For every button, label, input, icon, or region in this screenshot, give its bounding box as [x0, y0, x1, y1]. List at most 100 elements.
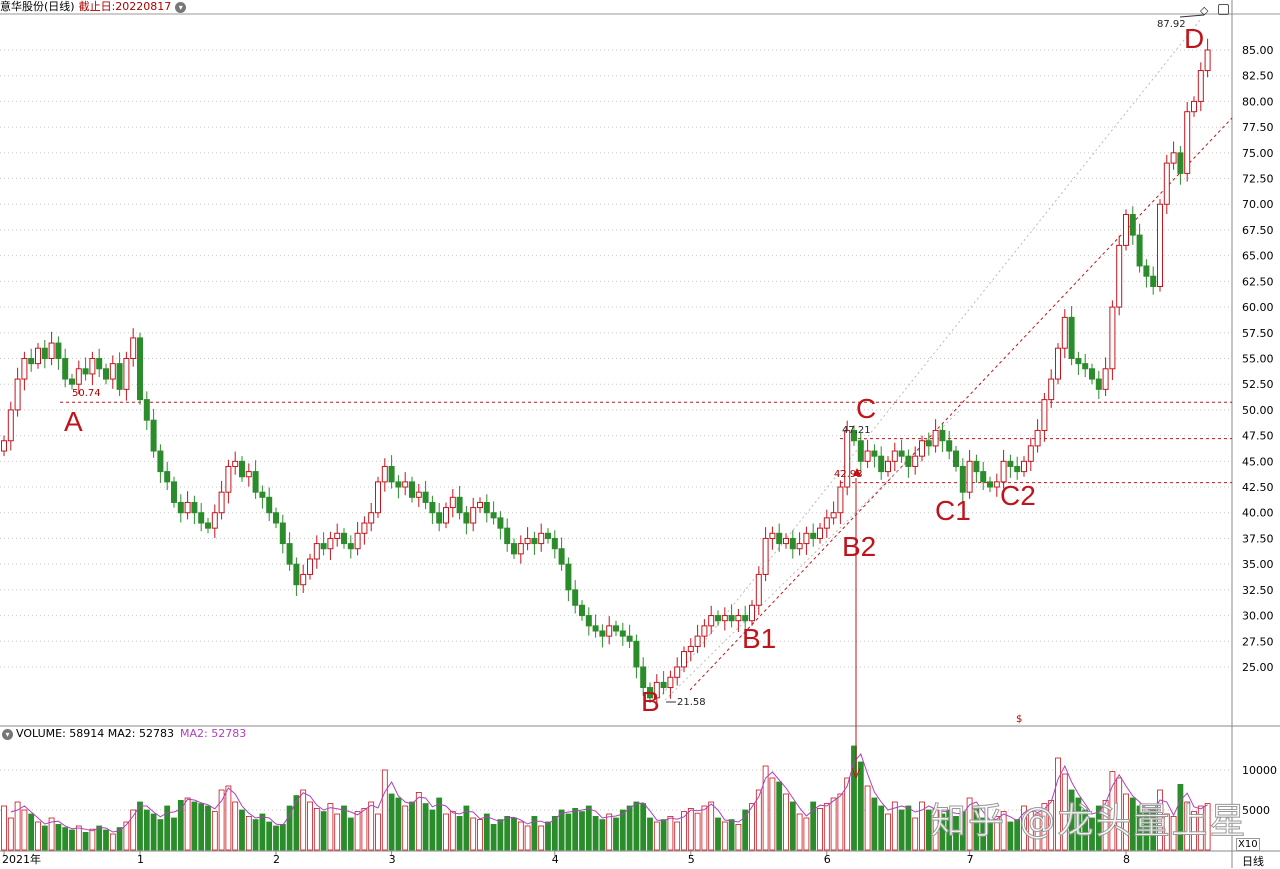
- candle: [919, 435, 925, 462]
- volume-bar: [1089, 817, 1095, 851]
- candle: [375, 476, 381, 518]
- candle-body: [762, 537, 769, 575]
- candle: [1034, 419, 1041, 453]
- chevron-down-circle-icon[interactable]: ▾: [2, 728, 13, 740]
- candle: [327, 531, 334, 561]
- volume-bar: [653, 821, 660, 851]
- candle-body: [137, 337, 143, 401]
- candle-body: [456, 496, 463, 514]
- candle-body: [422, 491, 429, 503]
- x-tick-label: 2021年: [2, 852, 41, 866]
- candle-body: [184, 501, 191, 514]
- volume-bar: [279, 824, 286, 851]
- candle-body: [667, 676, 674, 689]
- arrow-up-icon: [853, 468, 861, 476]
- candle-body: [69, 378, 75, 385]
- trend-line-lower: [689, 117, 1233, 691]
- candle-body: [1095, 378, 1102, 390]
- volume-bar: [1197, 805, 1204, 851]
- candle-body: [585, 615, 592, 627]
- candle: [497, 511, 504, 540]
- candle: [48, 331, 55, 366]
- y-tick-label: 50.00: [1242, 404, 1274, 417]
- volume-bar: [96, 825, 103, 851]
- candle: [755, 566, 762, 616]
- volume-bar: [667, 816, 674, 851]
- candle-body: [82, 368, 89, 375]
- candle: [143, 391, 150, 430]
- volume-bar: [769, 777, 776, 851]
- candle-body: [130, 337, 137, 359]
- volume-bar: [1041, 803, 1048, 851]
- candle-body: [96, 357, 103, 370]
- volume-bar: [1055, 757, 1061, 851]
- diamond-icon[interactable]: ◇: [1200, 4, 1209, 17]
- candle-body: [660, 681, 667, 689]
- candle-body: [735, 615, 742, 622]
- volume-bar: [456, 816, 463, 851]
- candle: [477, 497, 483, 513]
- volume-bar: [82, 832, 89, 851]
- volume-bar: [1095, 805, 1102, 851]
- candle-body: [1034, 429, 1041, 447]
- volume-bar: [14, 801, 21, 851]
- y-tick-label: 37.50: [1242, 532, 1274, 545]
- candle-body: [993, 481, 1000, 488]
- candle: [307, 553, 313, 580]
- candle: [150, 408, 157, 458]
- panel-toggle-icon[interactable]: [1218, 4, 1229, 15]
- candle-body: [89, 357, 96, 375]
- candle-body: [973, 460, 980, 473]
- watermark: 知乎 @龙头量上星: [929, 801, 1248, 843]
- volume-bar: [245, 816, 252, 851]
- candle-body: [551, 537, 558, 550]
- period-label[interactable]: 日线: [1242, 855, 1264, 868]
- candle: [1075, 351, 1082, 375]
- chevron-down-circle-icon[interactable]: ▾: [175, 1, 187, 13]
- candle: [1061, 309, 1068, 358]
- label-c1: C1: [935, 495, 971, 526]
- volume-bar: [789, 801, 796, 851]
- candle: [205, 517, 211, 534]
- volume-bar: [375, 813, 381, 851]
- volume-bar: [75, 825, 82, 851]
- volume-bar: [987, 821, 993, 851]
- candle: [1150, 266, 1157, 295]
- candle-body: [1089, 368, 1095, 380]
- candle: [273, 507, 279, 529]
- candle: [973, 454, 980, 483]
- candle-body: [987, 481, 993, 488]
- candle: [96, 348, 103, 377]
- candle-body: [504, 527, 511, 545]
- candle-body: [313, 543, 320, 560]
- y-tick-label: 40.00: [1242, 507, 1274, 520]
- volume-bar: [517, 821, 524, 851]
- candle-body: [1177, 152, 1184, 174]
- volume-bar: [1027, 811, 1034, 851]
- candle-body: [470, 507, 477, 524]
- volume-bar: [830, 797, 837, 851]
- candle-body: [728, 615, 735, 622]
- candle-body: [851, 429, 857, 442]
- candle-body: [259, 491, 266, 498]
- volume-bar: [993, 816, 1000, 851]
- candle: [443, 502, 449, 529]
- candle: [524, 527, 531, 551]
- candle-body: [653, 681, 660, 699]
- candle-body: [218, 491, 225, 514]
- candle: [640, 657, 647, 696]
- volume-bar: [35, 821, 41, 851]
- volume-bar: [409, 801, 415, 851]
- x-tick-label: 3: [389, 853, 396, 866]
- candle: [218, 480, 225, 520]
- candle-body: [1109, 306, 1116, 370]
- candle: [1041, 392, 1048, 442]
- volume-bar: [647, 817, 653, 851]
- volume-bar: [470, 817, 477, 851]
- candle: [1123, 209, 1129, 251]
- volume-bar: [307, 801, 313, 851]
- candle: [599, 624, 606, 648]
- candle-body: [273, 512, 279, 524]
- candle: [626, 624, 633, 648]
- candle: [980, 461, 987, 491]
